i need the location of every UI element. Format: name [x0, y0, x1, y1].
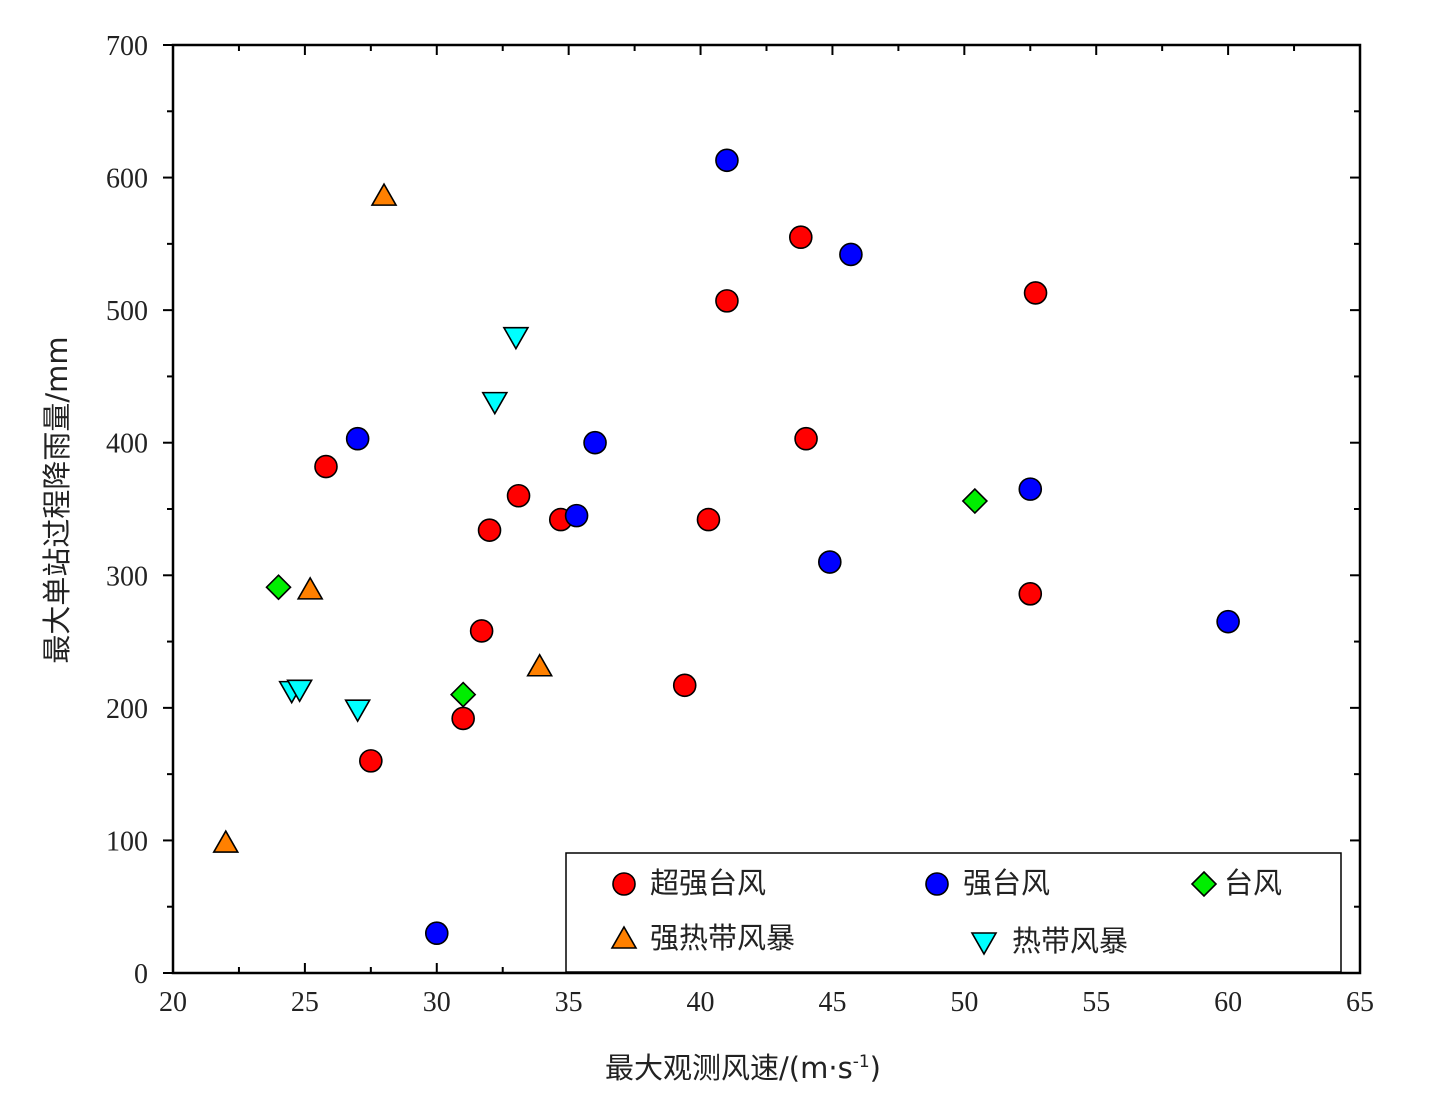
legend-marker [610, 925, 638, 949]
data-point [345, 426, 370, 451]
data-point [344, 699, 372, 723]
y-tick-label: 400 [106, 429, 148, 460]
data-point [296, 576, 324, 600]
data-point [788, 225, 813, 250]
legend-label: 强热带风暴 [650, 921, 795, 955]
data-point [672, 673, 697, 698]
x-tick-label: 35 [555, 987, 583, 1018]
y-axis-title: 最大单站过程降雨量/mm [40, 336, 74, 663]
data-point [1018, 477, 1043, 501]
data-point [481, 391, 509, 416]
legend-box [565, 852, 1342, 973]
data-point [286, 679, 313, 703]
y-tick-label: 0 [134, 959, 148, 990]
data-point [506, 483, 531, 508]
x-tick-label: 60 [1214, 987, 1242, 1018]
legend-marker [612, 872, 636, 896]
data-point [469, 619, 494, 643]
x-tick-label: 40 [687, 987, 715, 1018]
x-tick-label: 30 [423, 987, 451, 1018]
data-point [502, 326, 530, 351]
y-tick-label: 300 [106, 561, 148, 592]
x-tick-label: 25 [291, 987, 319, 1018]
data-point [961, 487, 989, 515]
data-point [451, 706, 475, 731]
y-tick-label: 200 [106, 694, 148, 725]
series-4 [278, 326, 530, 723]
data-point [450, 681, 477, 708]
data-point [359, 749, 383, 773]
y-tick-label: 700 [106, 31, 148, 62]
data-point [715, 148, 739, 173]
series-2 [265, 487, 989, 708]
x-tick-label: 65 [1346, 987, 1374, 1018]
data-point [370, 182, 398, 206]
x-axis-title: 最大观测风速/(m·s-1) [605, 1051, 881, 1085]
data-point [212, 829, 240, 853]
data-point [696, 507, 721, 532]
data-point [1018, 582, 1043, 606]
series-0 [314, 225, 1048, 773]
series-3 [212, 182, 554, 853]
data-point [265, 574, 292, 601]
data-point [1216, 609, 1240, 634]
data-point [715, 289, 739, 313]
legend-label: 超强台风 [650, 866, 766, 900]
data-point [526, 653, 554, 677]
legend-marker [970, 932, 998, 956]
y-tick-label: 600 [106, 164, 148, 195]
data-point [564, 503, 589, 528]
x-tick-label: 55 [1082, 987, 1110, 1018]
data-point [583, 430, 607, 455]
data-points [212, 148, 1240, 946]
legend-marker [1190, 870, 1218, 898]
legend-label: 热带风暴 [1012, 924, 1128, 958]
legend-label: 强台风 [963, 866, 1050, 900]
series-1 [345, 148, 1240, 946]
data-point [839, 242, 863, 267]
x-tick-label: 45 [818, 987, 846, 1018]
legend-label: 台风 [1224, 866, 1282, 900]
x-tick-label: 50 [950, 987, 978, 1018]
data-point [424, 921, 449, 946]
legend-marker [925, 872, 949, 896]
y-tick-label: 100 [106, 826, 148, 857]
y-tick-label: 500 [106, 296, 148, 327]
data-point [794, 426, 818, 451]
data-point [1023, 281, 1048, 305]
data-point [477, 518, 502, 543]
data-point [818, 550, 842, 574]
x-tick-label: 20 [159, 987, 187, 1018]
axis-titles: 最大观测风速/(m·s-1) 最大单站过程降雨量/mm [40, 336, 881, 1085]
plot-frame [171, 43, 1362, 975]
data-point [314, 454, 338, 479]
